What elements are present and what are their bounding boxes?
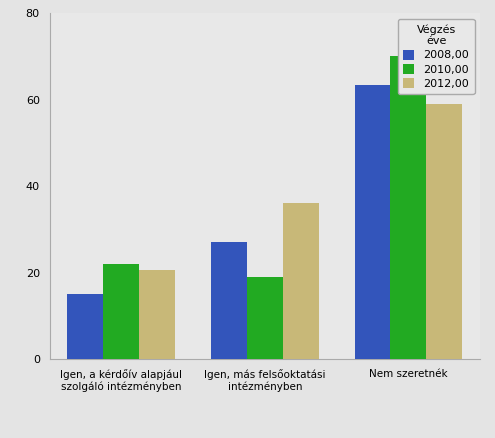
Bar	[283, 204, 319, 359]
Bar	[391, 57, 426, 359]
Bar	[139, 271, 175, 359]
Bar	[103, 264, 139, 359]
Bar	[426, 104, 462, 359]
Bar	[67, 294, 103, 359]
Bar	[354, 85, 391, 359]
Bar	[211, 242, 247, 359]
Legend: 2008,00, 2010,00, 2012,00: 2008,00, 2010,00, 2012,00	[398, 19, 475, 94]
Bar	[247, 277, 283, 359]
